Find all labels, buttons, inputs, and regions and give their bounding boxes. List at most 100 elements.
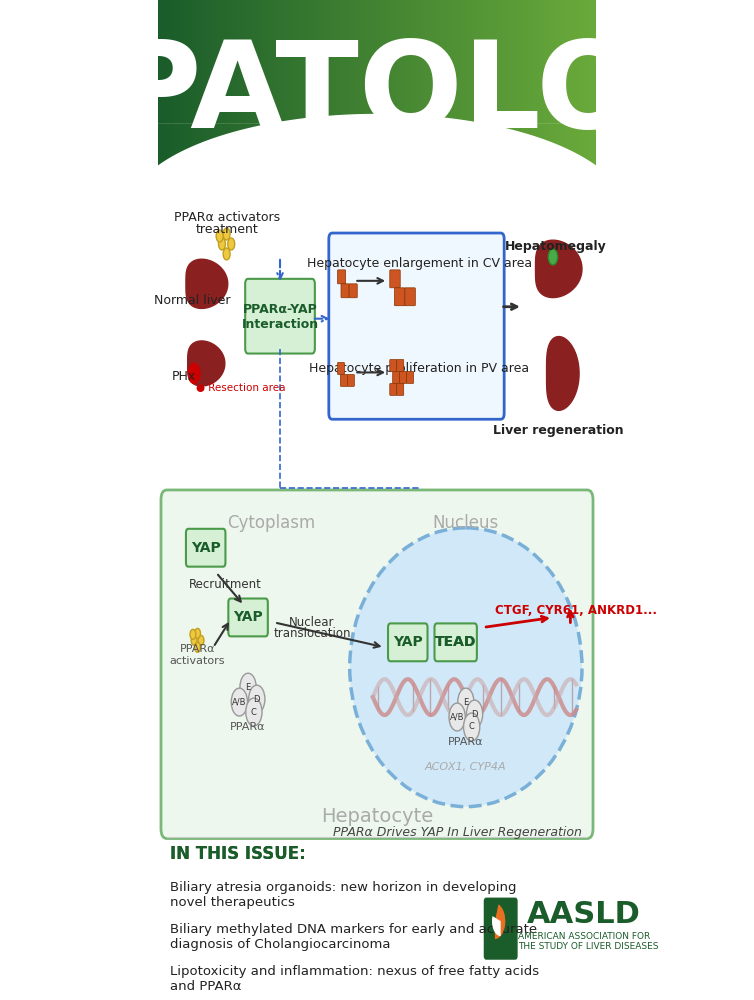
Bar [320, 124, 323, 184]
Bar [474, 124, 476, 184]
Bar [353, 124, 356, 184]
Circle shape [195, 642, 201, 652]
Bar [162, 124, 165, 184]
Bar [368, 0, 371, 184]
Bar [331, 0, 334, 184]
Circle shape [464, 713, 480, 741]
Bar [340, 124, 342, 184]
Bar [486, 0, 489, 184]
Bar [578, 0, 581, 184]
Text: PHx: PHx [172, 370, 196, 383]
Bar [467, 124, 470, 184]
Text: Hepatomegaly: Hepatomegaly [505, 240, 607, 253]
Bar [226, 124, 228, 184]
Bar [390, 124, 393, 184]
Circle shape [458, 688, 474, 716]
Bar [556, 124, 559, 184]
Bar [158, 124, 596, 996]
Text: YAP: YAP [233, 610, 263, 624]
Text: IN THIS ISSUE:: IN THIS ISSUE: [170, 845, 305, 863]
Bar [338, 0, 340, 184]
Bar [326, 124, 329, 184]
Bar [556, 0, 559, 184]
Bar [502, 124, 504, 184]
Bar [244, 124, 247, 184]
Bar [406, 0, 408, 184]
Bar [180, 124, 182, 184]
Bar [316, 0, 318, 184]
Bar [314, 124, 316, 184]
Bar [517, 124, 520, 184]
Bar [296, 124, 299, 184]
FancyBboxPatch shape [393, 371, 400, 383]
Bar [375, 0, 378, 184]
Bar [482, 0, 485, 184]
Text: E: E [463, 698, 468, 707]
Bar [408, 0, 410, 184]
Bar [506, 0, 509, 184]
Bar [554, 124, 557, 184]
Bar [307, 0, 310, 184]
Bar [372, 124, 375, 184]
Bar [311, 0, 314, 184]
Text: TEAD: TEAD [435, 635, 476, 649]
Bar [202, 124, 204, 184]
Bar [261, 124, 264, 184]
Bar [449, 124, 452, 184]
Bar [421, 0, 424, 184]
Bar [388, 124, 391, 184]
Bar [403, 0, 406, 184]
Bar [566, 0, 568, 184]
Bar [445, 124, 448, 184]
Bar [355, 0, 358, 184]
Bar [517, 0, 520, 184]
Bar [270, 124, 272, 184]
Bar [432, 124, 434, 184]
Bar [311, 124, 314, 184]
Bar [572, 124, 575, 184]
Circle shape [449, 703, 465, 731]
Text: Recruitment: Recruitment [188, 578, 262, 591]
Bar [173, 124, 176, 184]
Bar [333, 124, 336, 184]
Bar [167, 124, 170, 184]
Bar [215, 0, 218, 184]
Bar [237, 124, 240, 184]
Bar [222, 124, 225, 184]
Bar [230, 0, 233, 184]
Bar [338, 124, 340, 184]
Bar [204, 124, 207, 184]
Circle shape [548, 249, 558, 265]
Bar [434, 124, 437, 184]
Text: Lipotoxicity and inflammation: nexus of free fatty acids
and PPARα: Lipotoxicity and inflammation: nexus of … [170, 965, 539, 993]
Bar [244, 0, 247, 184]
FancyBboxPatch shape [484, 898, 517, 959]
Bar [445, 0, 448, 184]
Bar [348, 124, 351, 184]
Circle shape [198, 635, 204, 645]
Bar [222, 0, 225, 184]
Bar [290, 124, 293, 184]
Bar [510, 124, 513, 184]
Bar [191, 124, 194, 184]
Bar [590, 124, 592, 184]
FancyBboxPatch shape [434, 623, 477, 661]
Bar [401, 124, 404, 184]
Bar [348, 0, 351, 184]
Text: ACOX1, CYP4A: ACOX1, CYP4A [425, 762, 507, 772]
FancyBboxPatch shape [186, 529, 225, 567]
FancyBboxPatch shape [400, 371, 406, 383]
Bar [526, 124, 529, 184]
Circle shape [219, 238, 225, 250]
Bar [357, 0, 360, 184]
Bar [546, 0, 548, 184]
Bar [176, 124, 179, 184]
Circle shape [216, 230, 223, 242]
Bar [268, 0, 270, 184]
Bar [309, 0, 312, 184]
Bar [486, 124, 489, 184]
Bar [566, 124, 568, 184]
Bar [200, 0, 202, 184]
Text: Cytoplasm: Cytoplasm [227, 514, 315, 532]
Bar [592, 0, 594, 184]
